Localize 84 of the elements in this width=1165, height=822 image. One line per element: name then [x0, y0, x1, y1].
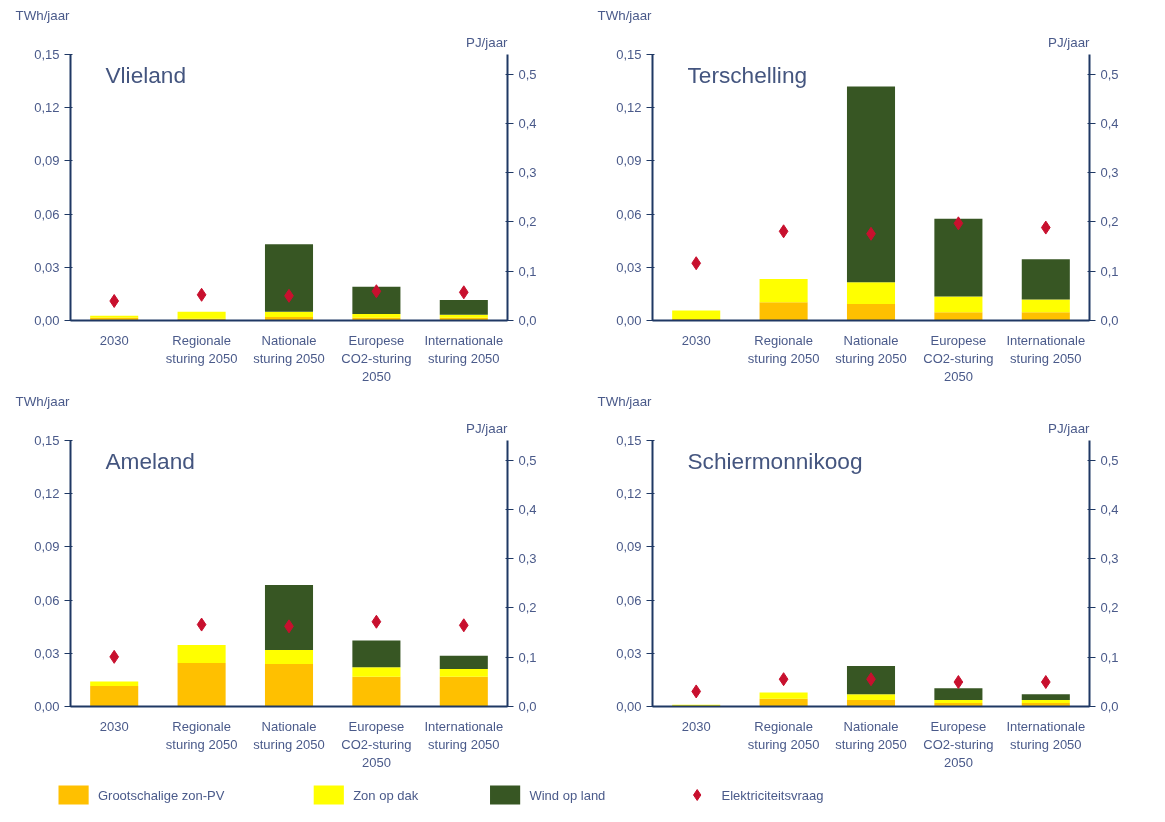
y2-tick-label: 0,1: [1100, 263, 1119, 279]
y-tick-label: 0,06: [616, 206, 642, 222]
y2-tick-label: 0,4: [1100, 501, 1119, 517]
y-tick-label: 0,06: [616, 592, 642, 608]
y-axis-title: TWh/jaar: [597, 7, 653, 23]
y2-axis-title: PJ/jaar: [466, 34, 509, 50]
y-tick-label: 0,00: [34, 699, 60, 714]
y-tick-label: 0,09: [34, 153, 60, 169]
y2-tick-label: 0,0: [1100, 313, 1119, 328]
x-tick-label: Nationale sturing 2050: [253, 332, 325, 366]
y2-axis-title: PJ/jaar: [1048, 34, 1091, 50]
y-tick-label: 0,00: [616, 699, 642, 714]
x-tick-label: 2030: [99, 332, 129, 348]
y-tick-label: 0,12: [34, 100, 60, 116]
y2-tick-label: 0,1: [518, 263, 537, 279]
x-tick-label: Europese CO2-sturing 2050: [923, 718, 994, 770]
x-tick-label: Internationale sturing 2050: [424, 718, 504, 752]
x-tick-label: 2030: [681, 718, 711, 734]
y-tick-label: 0,06: [34, 206, 60, 222]
y-axis-title: TWh/jaar: [15, 393, 71, 409]
x-tick-label: Nationale sturing 2050: [835, 332, 907, 366]
y-tick-label: 0,06: [34, 592, 60, 608]
chart-title: Ameland: [105, 448, 195, 475]
y2-tick-label: 0,3: [1100, 551, 1119, 567]
y2-tick-label: 0,5: [1100, 452, 1119, 468]
x-tick-label: Europese CO2-sturing 2050: [341, 718, 412, 770]
legend-label: Grootschalige zon-PV: [97, 787, 225, 803]
y-tick-label: 0,09: [34, 539, 60, 555]
y2-tick-label: 0,2: [1100, 214, 1119, 230]
x-tick-label: Internationale sturing 2050: [424, 332, 504, 366]
y-tick-label: 0,09: [616, 153, 642, 169]
y-tick-label: 0,15: [34, 433, 60, 448]
x-tick-label: Nationale sturing 2050: [835, 718, 907, 752]
y-axis-title: TWh/jaar: [15, 7, 71, 23]
y-tick-label: 0,12: [616, 486, 642, 502]
x-tick-label: Nationale sturing 2050: [253, 718, 325, 752]
y2-tick-label: 0,0: [1100, 699, 1119, 714]
y2-tick-label: 0,2: [518, 214, 537, 230]
chart-title: Schiermonnikoog: [687, 448, 863, 475]
y-tick-label: 0,12: [34, 486, 60, 502]
x-tick-label: Europese CO2-sturing 2050: [341, 332, 412, 384]
legend-label: Elektriciteitsvraag: [721, 787, 824, 803]
y-tick-label: 0,03: [616, 645, 642, 661]
legend-label: Wind op land: [529, 787, 606, 803]
y-tick-label: 0,15: [34, 47, 60, 62]
y-axis-title: TWh/jaar: [597, 393, 653, 409]
x-tick-label: Internationale sturing 2050: [1006, 718, 1086, 752]
x-tick-label: Regionale sturing 2050: [165, 718, 238, 752]
chart-title: Vlieland: [105, 62, 187, 89]
y-tick-label: 0,03: [34, 259, 60, 275]
x-tick-label: Regionale sturing 2050: [165, 332, 238, 366]
y2-tick-label: 0,5: [518, 452, 537, 468]
y2-tick-label: 0,0: [518, 699, 537, 714]
y-tick-label: 0,03: [616, 259, 642, 275]
y2-axis-title: PJ/jaar: [466, 420, 509, 436]
y-tick-label: 0,15: [616, 433, 642, 448]
y-tick-label: 0,15: [616, 47, 642, 62]
x-tick-label: Regionale sturing 2050: [747, 332, 820, 366]
legend-label: Zon op dak: [353, 787, 419, 803]
y2-tick-label: 0,3: [518, 165, 537, 181]
x-tick-label: 2030: [99, 718, 129, 734]
y2-tick-label: 0,4: [518, 115, 537, 131]
x-tick-label: Europese CO2-sturing 2050: [923, 332, 994, 384]
y2-tick-label: 0,5: [1100, 66, 1119, 82]
y-tick-label: 0,09: [616, 539, 642, 555]
y2-tick-label: 0,2: [518, 600, 537, 616]
y-tick-label: 0,12: [616, 100, 642, 116]
y2-tick-label: 0,5: [518, 66, 537, 82]
y2-axis-title: PJ/jaar: [1048, 420, 1091, 436]
y2-tick-label: 0,0: [518, 313, 537, 328]
y-tick-label: 0,00: [34, 313, 60, 328]
y2-tick-label: 0,2: [1100, 600, 1119, 616]
x-tick-label: Internationale sturing 2050: [1006, 332, 1086, 366]
chart-title: Terschelling: [687, 62, 808, 89]
y-tick-label: 0,00: [616, 313, 642, 328]
y2-tick-label: 0,4: [518, 501, 537, 517]
y-tick-label: 0,03: [34, 645, 60, 661]
x-tick-label: Regionale sturing 2050: [747, 718, 820, 752]
y2-tick-label: 0,3: [518, 551, 537, 567]
y2-tick-label: 0,1: [1100, 649, 1119, 665]
y2-tick-label: 0,1: [518, 649, 537, 665]
x-tick-label: 2030: [681, 332, 711, 348]
y2-tick-label: 0,3: [1100, 165, 1119, 181]
y2-tick-label: 0,4: [1100, 115, 1119, 131]
